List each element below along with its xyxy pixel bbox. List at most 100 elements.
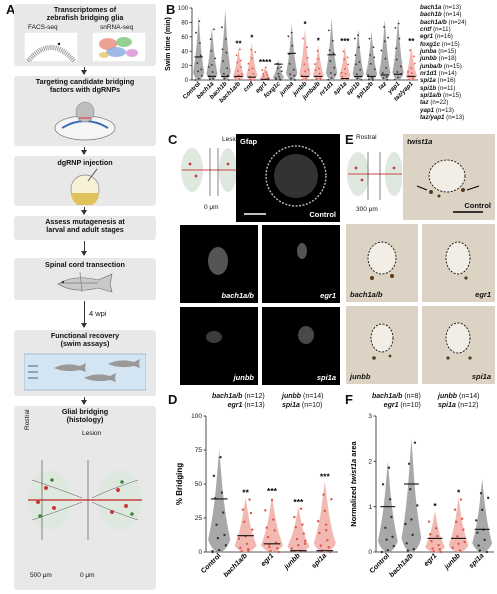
data-point bbox=[332, 52, 335, 55]
legend-gene: junba bbox=[420, 48, 437, 56]
tile-e-2: egr1 bbox=[475, 290, 491, 299]
data-point bbox=[273, 529, 276, 532]
violin-4 bbox=[472, 479, 493, 552]
data-point bbox=[302, 37, 304, 40]
panel-c-lesion: Lesion bbox=[222, 136, 242, 143]
data-point bbox=[345, 79, 348, 81]
data-point bbox=[343, 58, 346, 61]
data-point bbox=[326, 538, 329, 542]
data-point bbox=[318, 67, 320, 70]
recovery-box: Functional recovery (swim assays) bbox=[14, 330, 156, 396]
data-point bbox=[413, 441, 417, 444]
injection-title: dgRNP injection bbox=[57, 158, 113, 167]
data-point bbox=[196, 62, 199, 64]
category-label: egr1 bbox=[260, 552, 275, 567]
data-point bbox=[304, 70, 306, 73]
data-point bbox=[462, 528, 465, 531]
data-point bbox=[212, 77, 215, 80]
data-point bbox=[459, 498, 463, 501]
data-point bbox=[225, 38, 227, 40]
bridging-schematic bbox=[28, 460, 142, 540]
data-point bbox=[381, 72, 384, 74]
data-point bbox=[195, 31, 197, 34]
data-point bbox=[410, 518, 413, 521]
legend-entry: junbb (n=18) bbox=[420, 55, 496, 62]
data-point bbox=[209, 38, 212, 40]
legend-gene: nr1d1 bbox=[420, 70, 437, 78]
legend-n: (n=15) bbox=[441, 92, 462, 100]
data-point bbox=[218, 548, 221, 552]
data-point bbox=[407, 462, 411, 465]
bach1ab-gfap-image: bach1a/b bbox=[180, 225, 258, 303]
legend-gene: taz/yap1 bbox=[420, 114, 445, 122]
data-point bbox=[360, 78, 363, 81]
significance-mark: * bbox=[433, 501, 437, 511]
legend-gene: yap1 bbox=[420, 106, 435, 114]
data-point bbox=[451, 546, 454, 550]
violin-15 bbox=[392, 18, 404, 80]
data-point bbox=[385, 66, 388, 69]
data-point bbox=[386, 78, 389, 81]
data-point bbox=[329, 60, 332, 63]
flow-arrow-3 bbox=[81, 207, 87, 215]
category-label: taz bbox=[377, 80, 389, 92]
data-point bbox=[328, 550, 332, 554]
data-point bbox=[330, 77, 333, 79]
data-point bbox=[485, 550, 489, 554]
data-point bbox=[316, 78, 318, 81]
data-point bbox=[220, 26, 223, 29]
egr1-gfap-image: egr1 bbox=[262, 225, 340, 303]
data-point bbox=[215, 523, 218, 526]
control-label-e: Control bbox=[464, 201, 491, 210]
data-point bbox=[241, 508, 245, 511]
data-point bbox=[303, 542, 307, 545]
data-point bbox=[305, 79, 308, 81]
panel-d-n-right: junbb (n=14) spi1a (n=10) bbox=[282, 393, 324, 409]
data-point bbox=[197, 70, 199, 73]
legend-entry: bach1a (n=13) bbox=[420, 4, 496, 11]
data-point bbox=[252, 72, 255, 75]
data-point bbox=[194, 79, 197, 81]
violin-8 bbox=[299, 28, 311, 81]
data-point bbox=[226, 67, 229, 70]
data-point bbox=[211, 71, 214, 73]
category-label: spi1a bbox=[468, 552, 486, 570]
legend-entry: cntf (n=11) bbox=[420, 26, 496, 33]
data-point bbox=[357, 46, 360, 49]
tile-c-3: junbb bbox=[233, 373, 254, 382]
data-point bbox=[211, 549, 214, 553]
data-point bbox=[332, 39, 334, 42]
snrna-label: snRNA-seq bbox=[100, 24, 134, 31]
data-point bbox=[393, 78, 396, 81]
data-point bbox=[247, 547, 250, 551]
legend-n: (n=15) bbox=[442, 62, 462, 70]
legend-entry: taz (n=22) bbox=[420, 99, 496, 106]
violin-5 bbox=[259, 67, 271, 80]
data-point bbox=[237, 74, 240, 77]
data-point bbox=[463, 540, 466, 544]
data-point bbox=[395, 58, 398, 61]
data-point bbox=[476, 531, 479, 534]
data-point bbox=[307, 68, 310, 71]
category-label: Control bbox=[369, 552, 392, 575]
data-point bbox=[436, 535, 439, 538]
data-point bbox=[306, 56, 309, 59]
data-point bbox=[334, 73, 336, 76]
data-point bbox=[238, 78, 241, 81]
data-point bbox=[227, 79, 230, 81]
data-point bbox=[320, 79, 322, 81]
tile-c-4: spi1a bbox=[316, 373, 336, 382]
significance-mark: ** bbox=[235, 39, 242, 48]
data-point bbox=[219, 456, 222, 459]
legend-entry: nr1d1 (n=14) bbox=[420, 70, 496, 77]
recovery-title: Functional recovery (swim assays) bbox=[50, 331, 120, 348]
data-point bbox=[210, 50, 213, 52]
legend-entry: junba/b (n=15) bbox=[420, 63, 496, 70]
violin-10 bbox=[326, 18, 338, 80]
category-label: egr1 bbox=[423, 552, 438, 567]
data-point bbox=[396, 71, 399, 73]
y-tick-label: 100 bbox=[191, 413, 202, 420]
panel-e-rostral: Rostral bbox=[356, 134, 377, 141]
data-point bbox=[369, 53, 372, 56]
tile-e-1: bach1a/b bbox=[350, 290, 383, 299]
